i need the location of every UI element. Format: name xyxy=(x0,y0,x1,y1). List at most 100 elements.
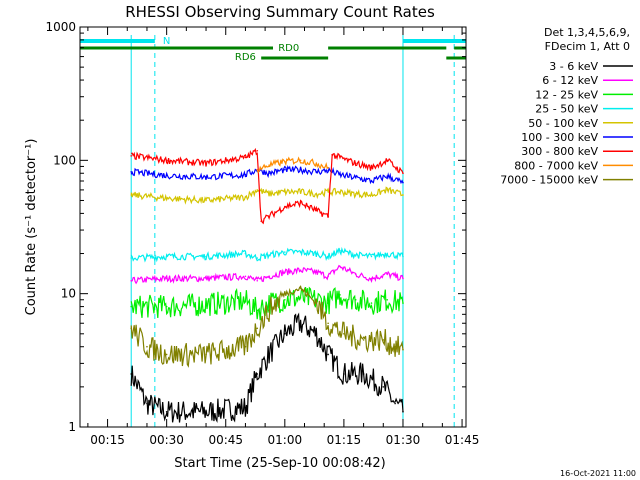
series-point-0 xyxy=(402,411,404,413)
series-point-3 xyxy=(130,257,133,259)
series-point-1 xyxy=(268,275,270,278)
y-tick-label: 100 xyxy=(53,153,76,167)
series-point-0 xyxy=(394,402,396,405)
series-point-5 xyxy=(284,168,286,171)
series-line-3 xyxy=(130,246,404,263)
series-point-4 xyxy=(284,191,286,193)
series-point-6 xyxy=(260,220,262,222)
series-point-2 xyxy=(354,298,357,301)
series-point-0 xyxy=(315,333,318,335)
series-point-4 xyxy=(386,189,389,191)
series-point-4 xyxy=(256,189,259,191)
series-point-8 xyxy=(394,345,396,348)
plot-area: N RD0 RD6 xyxy=(80,35,466,427)
series-point-1 xyxy=(402,277,404,280)
series-point-3 xyxy=(315,252,318,255)
legend-label-1: 6 - 12 keV xyxy=(542,74,598,87)
series-point-3 xyxy=(386,252,389,255)
series-point-2 xyxy=(402,302,404,304)
series-point-6 xyxy=(284,205,286,208)
legend-header-line-1: Det 1,3,4,5,6,9, xyxy=(544,26,630,39)
series-line-6 xyxy=(131,147,404,225)
series-point-3 xyxy=(165,255,168,258)
series-point-6 xyxy=(354,162,357,165)
series-point-2 xyxy=(327,302,329,304)
series-point-4 xyxy=(354,193,357,195)
series-point-5 xyxy=(327,169,329,172)
series-point-3 xyxy=(339,249,341,252)
series-point-0 xyxy=(362,373,365,375)
legend-label-5: 100 - 300 keV xyxy=(521,131,598,144)
series-point-1 xyxy=(339,265,341,268)
series-point-2 xyxy=(244,300,247,302)
series-point-4 xyxy=(339,191,341,193)
series-point-6 xyxy=(327,215,329,218)
series-point-5 xyxy=(386,175,389,178)
legend-label-2: 12 - 25 keV xyxy=(535,88,598,101)
rd6-flag-label: RD6 xyxy=(235,52,256,63)
series-point-8 xyxy=(284,292,286,295)
series-point-8 xyxy=(299,287,302,289)
x-tick-label: 01:45 xyxy=(445,433,480,447)
series-point-1 xyxy=(205,277,207,280)
legend: Det 1,3,4,5,6,9, FDecim 1, Att 0 3 - 6 k… xyxy=(500,26,633,187)
series-point-6 xyxy=(402,172,404,175)
series-point-5 xyxy=(268,172,270,175)
plot-frame xyxy=(79,26,467,428)
series-point-8 xyxy=(402,348,404,351)
x-axis-ticks: 00:15 00:30 00:45 01:00 01:15 01:30 01:45 xyxy=(87,27,480,447)
x-tick-label: 01:00 xyxy=(268,433,303,447)
series-point-1 xyxy=(370,277,373,280)
series-point-0 xyxy=(343,373,345,375)
x-tick-label: 00:45 xyxy=(208,433,243,447)
series-point-0 xyxy=(146,402,148,405)
legend-label-8: 7000 - 15000 keV xyxy=(500,174,598,187)
series-point-7 xyxy=(256,168,259,171)
series-point-7 xyxy=(284,160,286,163)
series-point-5 xyxy=(354,176,357,179)
legend-label-4: 50 - 100 keV xyxy=(528,117,598,130)
series-point-8 xyxy=(362,339,365,341)
series-line-0 xyxy=(130,312,404,423)
series-point-1 xyxy=(386,273,389,275)
series-point-3 xyxy=(299,251,302,253)
series-point-2 xyxy=(205,303,207,306)
series-point-5 xyxy=(205,176,207,178)
y-tick-label: 1000 xyxy=(45,20,76,34)
x-tick-label: 01:15 xyxy=(327,433,362,447)
series-point-8 xyxy=(205,353,207,356)
series-point-4 xyxy=(402,194,404,196)
series-point-4 xyxy=(370,194,373,196)
series-point-6 xyxy=(315,209,318,212)
series-point-8 xyxy=(343,333,345,335)
series-point-0 xyxy=(284,333,286,335)
series-point-3 xyxy=(402,255,404,258)
series-point-3 xyxy=(354,254,357,256)
series-point-6 xyxy=(205,162,207,165)
legend-label-6: 300 - 800 keV xyxy=(521,145,598,158)
series-point-8 xyxy=(146,345,148,348)
y-tick-label: 10 xyxy=(61,287,76,301)
series-point-2 xyxy=(339,294,341,296)
series-point-6 xyxy=(299,202,302,204)
legend-label-3: 25 - 50 keV xyxy=(535,103,598,116)
series-point-1 xyxy=(354,273,357,275)
series-point-5 xyxy=(299,168,302,171)
x-tick-label: 01:30 xyxy=(386,433,421,447)
series-point-6 xyxy=(165,159,168,162)
timestamp: 16-Oct-2021 11:00 xyxy=(560,469,636,478)
series-point-3 xyxy=(370,255,373,258)
series-point-4 xyxy=(299,191,302,193)
series-point-0 xyxy=(382,386,385,388)
series-point-5 xyxy=(244,173,247,176)
series-point-8 xyxy=(327,322,329,325)
series-point-4 xyxy=(327,191,329,193)
series-line-8 xyxy=(130,285,404,368)
series-point-4 xyxy=(130,194,133,196)
legend-header-line-2: FDecim 1, Att 0 xyxy=(545,40,630,53)
y-axis-label: Count Rate (s⁻¹ detector⁻¹) xyxy=(24,139,39,316)
series-point-8 xyxy=(256,327,259,330)
series-point-0 xyxy=(205,411,207,413)
rd0-flag-label: RD0 xyxy=(278,43,299,54)
series-point-5 xyxy=(165,174,168,177)
